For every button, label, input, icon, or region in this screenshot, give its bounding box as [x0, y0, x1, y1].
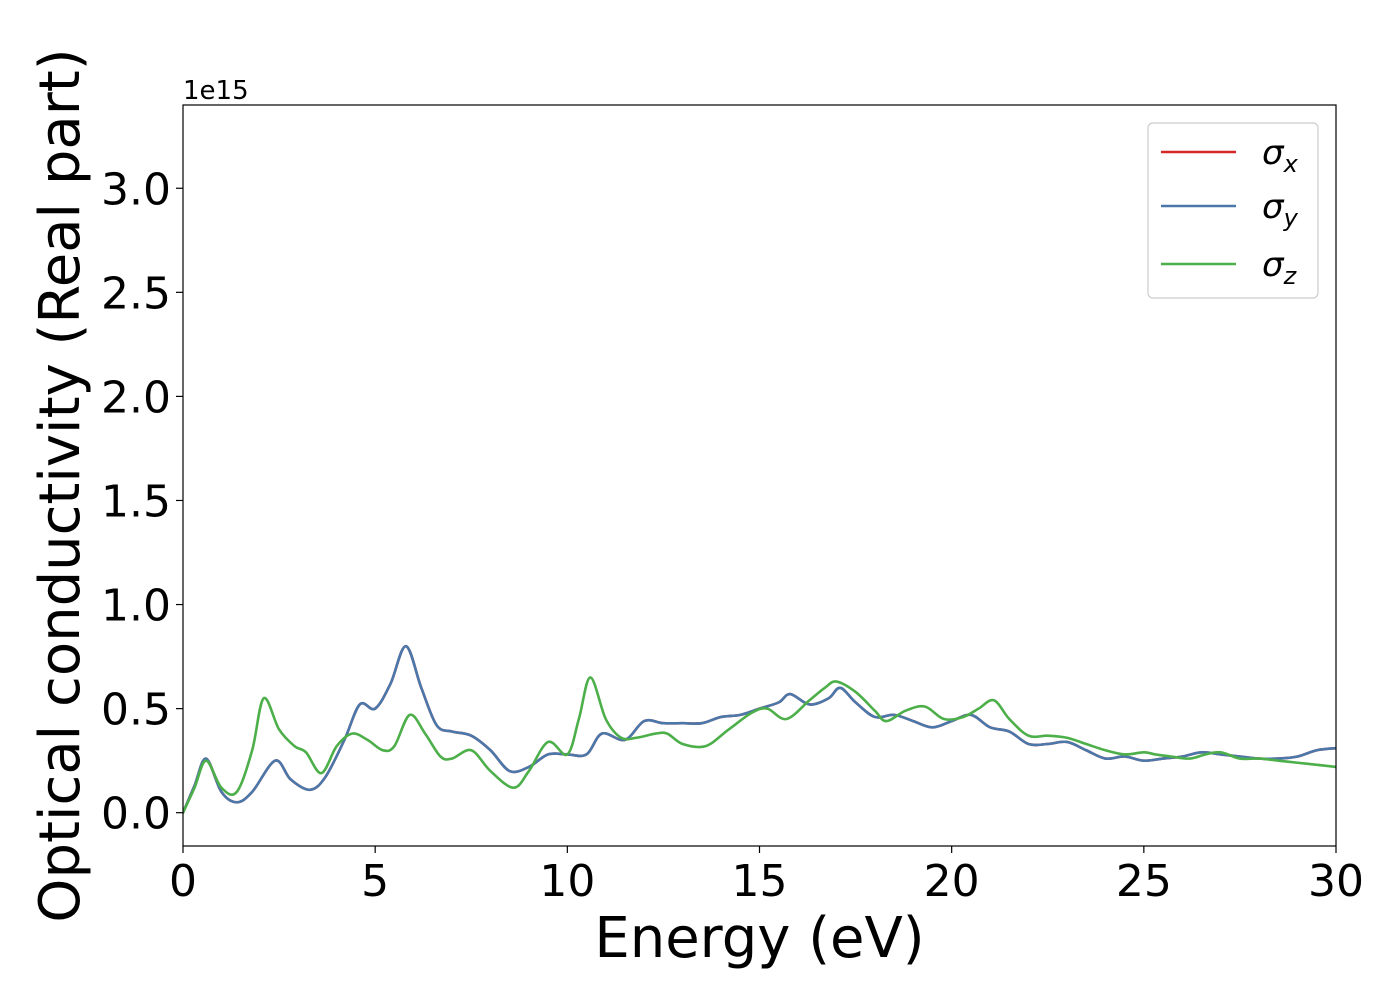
legend-label-x: σx	[1262, 133, 1299, 178]
legend-symbol: σ	[1262, 133, 1285, 173]
x-tick-label: 10	[539, 856, 595, 907]
y-axis-label: Optical conductivity (Real part)	[28, 48, 93, 922]
legend-symbol: σ	[1262, 245, 1285, 285]
y-tick-label: 2.5	[101, 268, 171, 319]
legend-subscript: x	[1283, 150, 1299, 178]
y-tick-label: 1.5	[101, 476, 171, 527]
legend-subscript: z	[1283, 262, 1298, 290]
legend-subscript: y	[1283, 204, 1299, 232]
y-axis-offset-label: 1e15	[183, 76, 249, 106]
x-tick-label: 25	[1116, 856, 1172, 907]
x-axis-label: Energy (eV)	[594, 906, 924, 971]
y-tick-label: 0.0	[101, 789, 171, 840]
y-tick-label: 3.0	[101, 164, 171, 215]
legend-box	[1147, 122, 1319, 299]
y-tick-label: 2.0	[101, 372, 171, 423]
x-tick-label: 30	[1308, 856, 1364, 907]
x-tick-label: 5	[361, 856, 389, 907]
x-tick-label: 20	[924, 856, 980, 907]
legend-symbol: σ	[1262, 187, 1285, 227]
y-axis-ticks: 0.0 0.5 1.0 1.5 2.0 2.5 3.0	[101, 164, 183, 840]
series-line-x	[183, 644, 1336, 814]
legend-label-z: σz	[1262, 245, 1298, 290]
x-tick-label: 0	[169, 856, 197, 907]
x-tick-label: 15	[732, 856, 788, 907]
y-tick-label: 1.0	[101, 581, 171, 632]
series-line-z	[183, 676, 1336, 814]
series-lines	[183, 644, 1336, 814]
x-axis-ticks: 0 5 10 15 20 25 30	[169, 846, 1364, 907]
series-line-y	[183, 644, 1336, 814]
legend-label-y: σy	[1262, 187, 1299, 232]
y-tick-label: 0.5	[101, 685, 171, 736]
